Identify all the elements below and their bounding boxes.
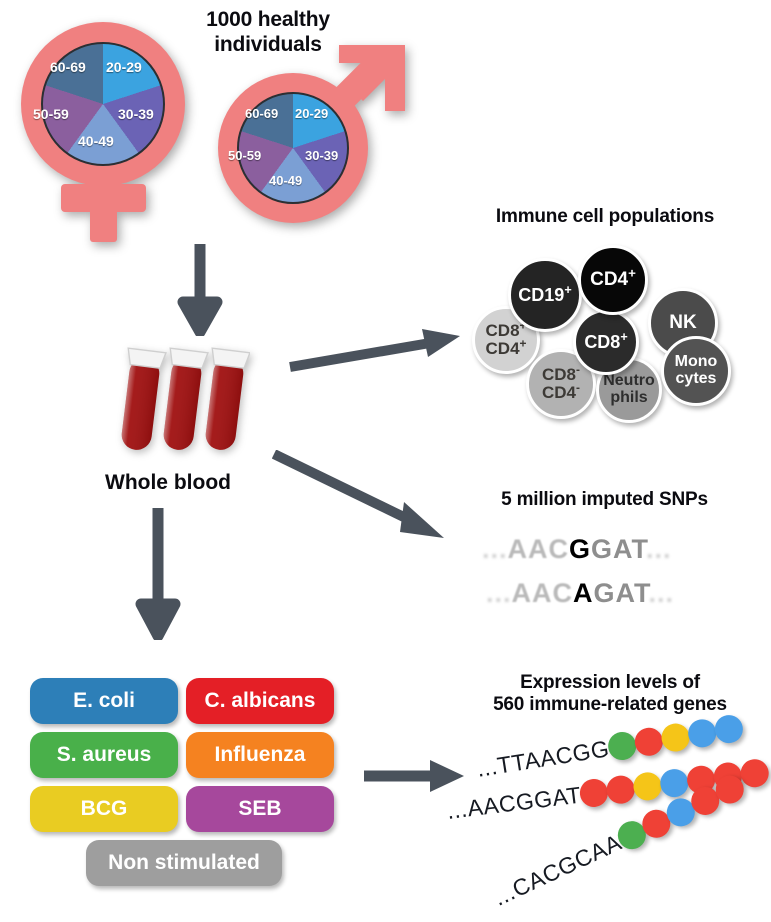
gene-strand-sequence: ...CACGCAA <box>489 828 626 911</box>
female-symbol-group: 60-69 20-29 30-39 40-49 50-59 <box>8 14 223 249</box>
pie-slice-label-30-39: 30-39 <box>118 106 154 122</box>
arrow-blood-to-snp <box>272 450 444 538</box>
cell-cd4p[interactable]: CD4+ <box>578 245 648 315</box>
pie-slice-label-40-49: 40-49 <box>269 173 303 188</box>
stimulus-seb[interactable]: SEB <box>186 786 334 832</box>
stimulus-label: Non stimulated <box>108 851 260 874</box>
stimulus-label: Influenza <box>214 743 306 766</box>
stimulus-bcg[interactable]: BCG <box>30 786 178 832</box>
cell-neutrophils[interactable]: Neutro phils <box>596 357 662 423</box>
snp-suffix: ... <box>648 578 675 608</box>
arrow-blood-to-immune <box>289 329 460 372</box>
stimulus-non-stimulated[interactable]: Non stimulated <box>86 840 282 886</box>
cell-label: Neutro phils <box>603 372 655 406</box>
cell-label: CD19+ <box>518 282 572 305</box>
pie-slice-label-20-29: 20-29 <box>106 59 142 75</box>
stimulus-influenza[interactable]: Influenza <box>186 732 334 778</box>
pie-slice-label-60-69: 60-69 <box>50 59 86 75</box>
arrow-blood-to-stimuli <box>135 508 181 640</box>
stimulus-label: S. aureus <box>56 743 152 766</box>
gene-dot <box>605 774 637 806</box>
cell-monocytes[interactable]: Mono cytes <box>661 336 731 406</box>
pie-slice-label-40-49: 40-49 <box>78 133 114 149</box>
male-age-pie <box>237 92 349 204</box>
genes-title: Expression levels of 560 immune-related g… <box>493 672 727 716</box>
cell-label: CD8+ CD4+ <box>485 318 527 358</box>
cell-cd8p-cd4p[interactable]: CD8+ CD4+ <box>472 306 540 374</box>
female-age-pie <box>41 42 165 166</box>
pie-slice-label-20-29: 20-29 <box>295 106 329 121</box>
cell-nk[interactable]: NK <box>648 288 718 358</box>
cell-cd19p[interactable]: CD19+ <box>508 258 582 332</box>
gene-dot <box>739 757 771 789</box>
snp-title: 5 million imputed SNPs <box>501 489 708 510</box>
snp-prefix: ... <box>482 534 508 564</box>
stimulus-label: BCG <box>80 797 128 820</box>
pie-slice-label-30-39: 30-39 <box>305 148 339 163</box>
whole-blood-label: Whole blood <box>105 471 231 494</box>
cell-label: CD8- CD4- <box>542 362 580 402</box>
snp-suffix: ... <box>646 534 672 564</box>
gene-dot <box>578 777 610 809</box>
cohort-title: 1000 healthy individuals <box>206 8 330 56</box>
stimulus-label: E. coli <box>73 689 135 712</box>
gene-dot <box>685 717 718 750</box>
stimuli-panel: E. coli C. albicans S. aureus Influenza … <box>30 678 340 898</box>
gene-strands-group: ...TTAACGG ...AACGGAT ...CACGCAA <box>445 713 771 915</box>
snp-prefix: ... <box>486 578 512 608</box>
gene-strand-sequence: ...TTAACGG <box>474 734 611 782</box>
gene-dot <box>659 721 692 754</box>
immune-title: Immune cell populations <box>495 206 715 227</box>
snp-left: AAC <box>511 578 574 608</box>
snp-sequence-row: ...AACAGAT... <box>486 578 674 609</box>
cell-label: CD8+ <box>584 329 628 352</box>
male-symbol-group: 60-69 20-29 30-39 40-49 50-59 <box>200 30 425 240</box>
arrow-stimuli-to-genes <box>364 760 464 792</box>
gene-dot <box>605 730 638 763</box>
stimulus-s-aureus[interactable]: S. aureus <box>30 732 178 778</box>
snp-right: GAT <box>593 578 649 608</box>
cell-label: CD4+ <box>590 265 636 291</box>
pie-slice-label-60-69: 60-69 <box>245 106 279 121</box>
gene-strand-sequence: ...AACGGAT <box>445 781 583 824</box>
snp-right: GAT <box>591 534 647 564</box>
pie-slice-label-50-59: 50-59 <box>33 106 69 122</box>
snp-left: AAC <box>507 534 570 564</box>
stimulus-e-coli[interactable]: E. coli <box>30 678 178 724</box>
stimulus-label: C. albicans <box>204 689 316 712</box>
cell-label: NK <box>669 312 697 334</box>
arrow-cohort-to-blood <box>177 244 223 336</box>
stimulus-label: SEB <box>238 797 282 820</box>
snp-allele: A <box>573 578 594 608</box>
gene-dot <box>712 713 745 746</box>
gene-dot <box>632 725 665 758</box>
snp-sequence-row: ...AACGGAT... <box>482 534 672 565</box>
cell-cd8p[interactable]: CD8+ <box>573 309 639 375</box>
cell-label: Mono cytes <box>674 353 718 387</box>
gene-dot <box>631 770 664 802</box>
snp-allele: G <box>569 534 592 564</box>
snp-sequences: ...AACGGAT... ...AACAGAT... <box>482 534 752 624</box>
blood-tubes-icon <box>121 347 250 450</box>
stimulus-c-albicans[interactable]: C. albicans <box>186 678 334 724</box>
cell-cd8n-cd4n[interactable]: CD8- CD4- <box>526 349 596 419</box>
pie-slice-label-50-59: 50-59 <box>228 148 262 163</box>
